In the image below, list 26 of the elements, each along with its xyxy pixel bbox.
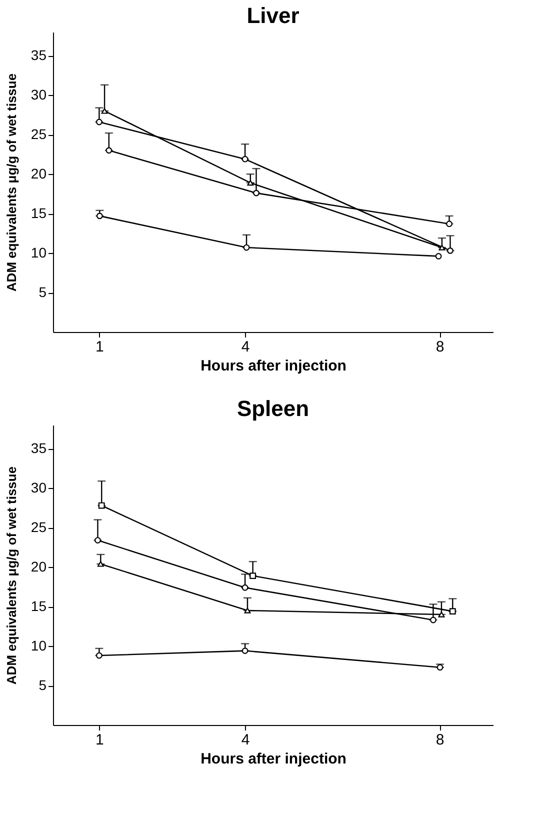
x-tick-label: 4 bbox=[241, 732, 250, 748]
y-tick-label: 35 bbox=[30, 47, 47, 64]
y-axis-title: ADM equivalents μg/g of wet tissue bbox=[4, 73, 19, 292]
x-axis-title: Hours after injection bbox=[200, 358, 346, 374]
x-tick-label: 1 bbox=[96, 732, 104, 748]
chart-title: Liver bbox=[246, 3, 300, 28]
chart-title: Spleen bbox=[236, 396, 310, 421]
y-tick-label: 30 bbox=[30, 86, 47, 103]
y-tick-label: 35 bbox=[30, 440, 47, 456]
y-tick-label: 5 bbox=[38, 677, 47, 694]
y-tick-label: 15 bbox=[30, 598, 47, 614]
y-axis-title: ADM equivalents μg/g of wet tissue bbox=[4, 466, 19, 685]
y-tick-label: 25 bbox=[30, 519, 47, 536]
x-tick-label: 8 bbox=[436, 338, 444, 356]
y-tick-label: 20 bbox=[30, 166, 47, 182]
y-tick-label: 10 bbox=[30, 638, 47, 654]
x-tick-label: 1 bbox=[96, 338, 104, 356]
y-tick-label: 20 bbox=[30, 558, 47, 575]
x-axis-title: Hours after injection bbox=[200, 750, 346, 768]
x-tick-label: 8 bbox=[436, 732, 444, 748]
y-tick-label: 25 bbox=[30, 126, 47, 142]
y-tick-label: 10 bbox=[30, 244, 47, 261]
x-tick-label: 4 bbox=[241, 338, 250, 356]
y-tick-label: 15 bbox=[30, 205, 47, 222]
y-tick-label: 30 bbox=[30, 480, 47, 496]
y-tick-label: 5 bbox=[38, 284, 47, 300]
